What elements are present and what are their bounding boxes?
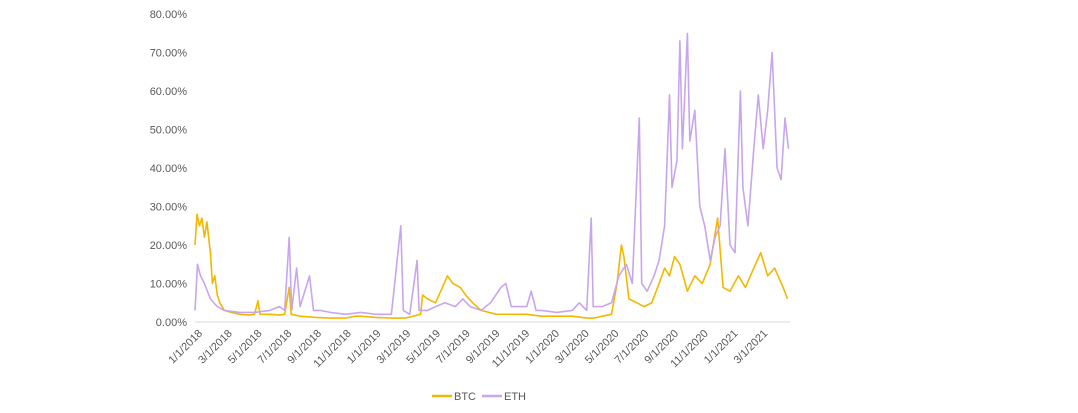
y-tick-label: 10.00% — [150, 279, 188, 291]
series-line-eth — [194, 32, 790, 316]
legend-label-eth: ETH — [504, 391, 526, 403]
y-tick-label: 40.00% — [150, 163, 188, 175]
x-axis: 1/1/20183/1/20185/1/20187/1/20189/1/2018… — [166, 328, 770, 371]
series-layer — [194, 32, 790, 319]
y-tick-label: 50.00% — [150, 125, 188, 137]
y-tick-label: 80.00% — [150, 9, 188, 21]
y-tick-label: 70.00% — [150, 48, 188, 60]
legend-label-btc: BTC — [454, 391, 476, 403]
y-tick-label: 20.00% — [150, 240, 188, 252]
y-tick-label: 0.00% — [156, 317, 187, 329]
series-line-btc — [194, 213, 789, 319]
y-axis: 0.00% 10.00% 20.00% 30.00% 40.00% 50.00% 60.00… — [150, 9, 188, 329]
y-tick-label: 60.00% — [150, 86, 188, 98]
y-tick-label: 30.00% — [150, 202, 188, 214]
legend: BTC ETH — [432, 391, 526, 403]
